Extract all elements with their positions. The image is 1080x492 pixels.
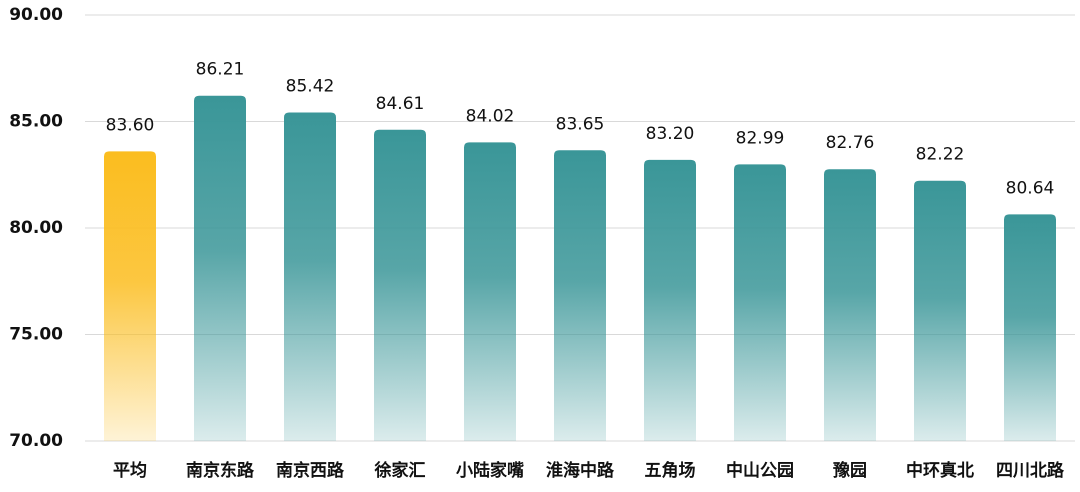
bar xyxy=(554,150,606,441)
bar xyxy=(464,142,516,441)
value-label: 82.99 xyxy=(736,128,785,148)
y-tick-label: 90.00 xyxy=(9,5,63,25)
value-label: 83.65 xyxy=(556,114,605,134)
value-label: 82.76 xyxy=(826,133,875,153)
x-tick-label: 淮海中路 xyxy=(546,460,615,481)
y-tick-label: 85.00 xyxy=(9,112,63,132)
value-label: 85.42 xyxy=(286,77,335,97)
x-tick-label: 平均 xyxy=(113,460,147,481)
x-tick-label: 南京东路 xyxy=(186,460,255,481)
bar xyxy=(824,169,876,441)
value-label: 83.20 xyxy=(646,124,695,144)
bar xyxy=(374,129,426,441)
x-tick-label: 五角场 xyxy=(645,460,696,481)
x-tick-label: 豫园 xyxy=(833,460,867,481)
value-label: 84.02 xyxy=(466,106,515,126)
x-tick-label: 中山公园 xyxy=(726,460,794,481)
bar xyxy=(914,180,966,442)
bar xyxy=(284,112,336,441)
x-tick-label: 小陆家嘴 xyxy=(456,460,524,481)
x-tick-label: 徐家汇 xyxy=(374,460,426,481)
y-tick-label: 70.00 xyxy=(9,431,63,451)
bar xyxy=(194,95,246,442)
value-label: 84.61 xyxy=(376,94,425,114)
x-tick-label: 四川北路 xyxy=(996,460,1065,481)
y-tick-label: 80.00 xyxy=(9,218,63,238)
value-label: 82.22 xyxy=(916,145,965,165)
x-tick-label: 中环真北 xyxy=(906,460,974,481)
bar xyxy=(104,151,156,441)
bar xyxy=(644,159,696,441)
x-tick-label: 南京西路 xyxy=(276,460,345,481)
y-tick-label: 75.00 xyxy=(9,325,63,345)
bar xyxy=(1004,214,1056,441)
bar xyxy=(734,164,786,442)
value-label: 83.60 xyxy=(106,115,155,135)
value-label: 86.21 xyxy=(196,60,245,80)
value-label: 80.64 xyxy=(1006,178,1055,198)
